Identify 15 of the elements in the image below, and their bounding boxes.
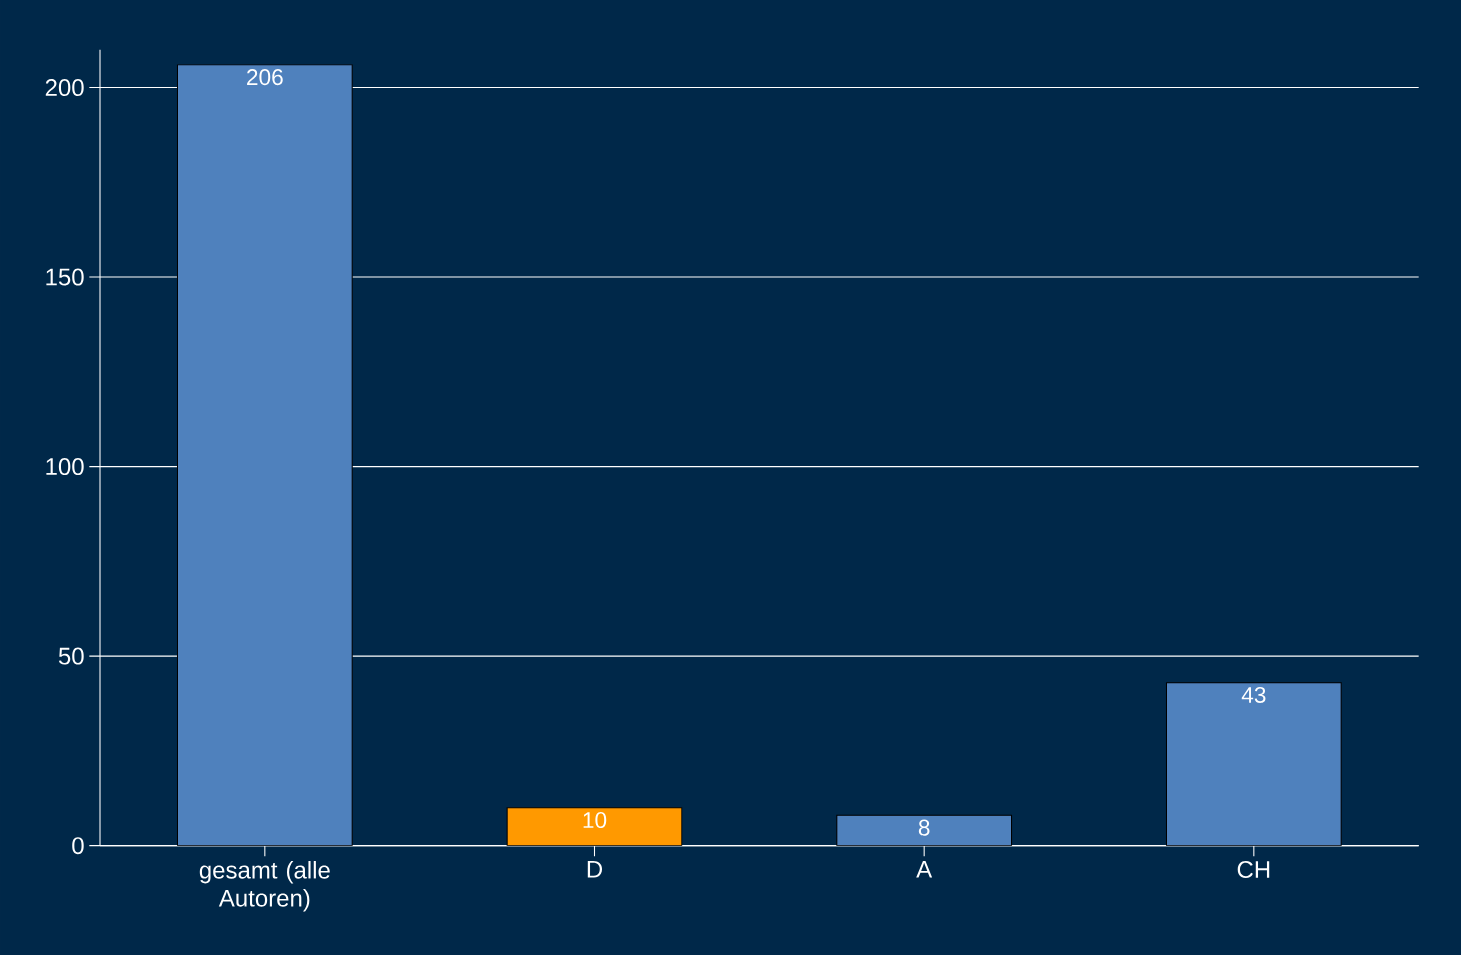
x-tick-label: D xyxy=(587,861,603,878)
y-tick-label: 50 xyxy=(58,647,84,665)
data-label: 43 xyxy=(1241,686,1266,703)
y-tick-label: 0 xyxy=(72,837,84,855)
bar xyxy=(506,807,683,846)
bar xyxy=(176,64,353,846)
x-tick-label: A xyxy=(916,861,933,878)
data-label: 206 xyxy=(247,69,283,86)
y-tick-label: 100 xyxy=(46,458,84,476)
y-tick-label: 150 xyxy=(46,268,84,286)
x-tick-label: CH xyxy=(1237,861,1270,879)
y-tick-label: 200 xyxy=(45,79,84,97)
x-tick-label: gesamt (alle Autoren) xyxy=(199,861,330,912)
data-label: 8 xyxy=(918,819,930,836)
data-label: 10 xyxy=(583,812,607,829)
